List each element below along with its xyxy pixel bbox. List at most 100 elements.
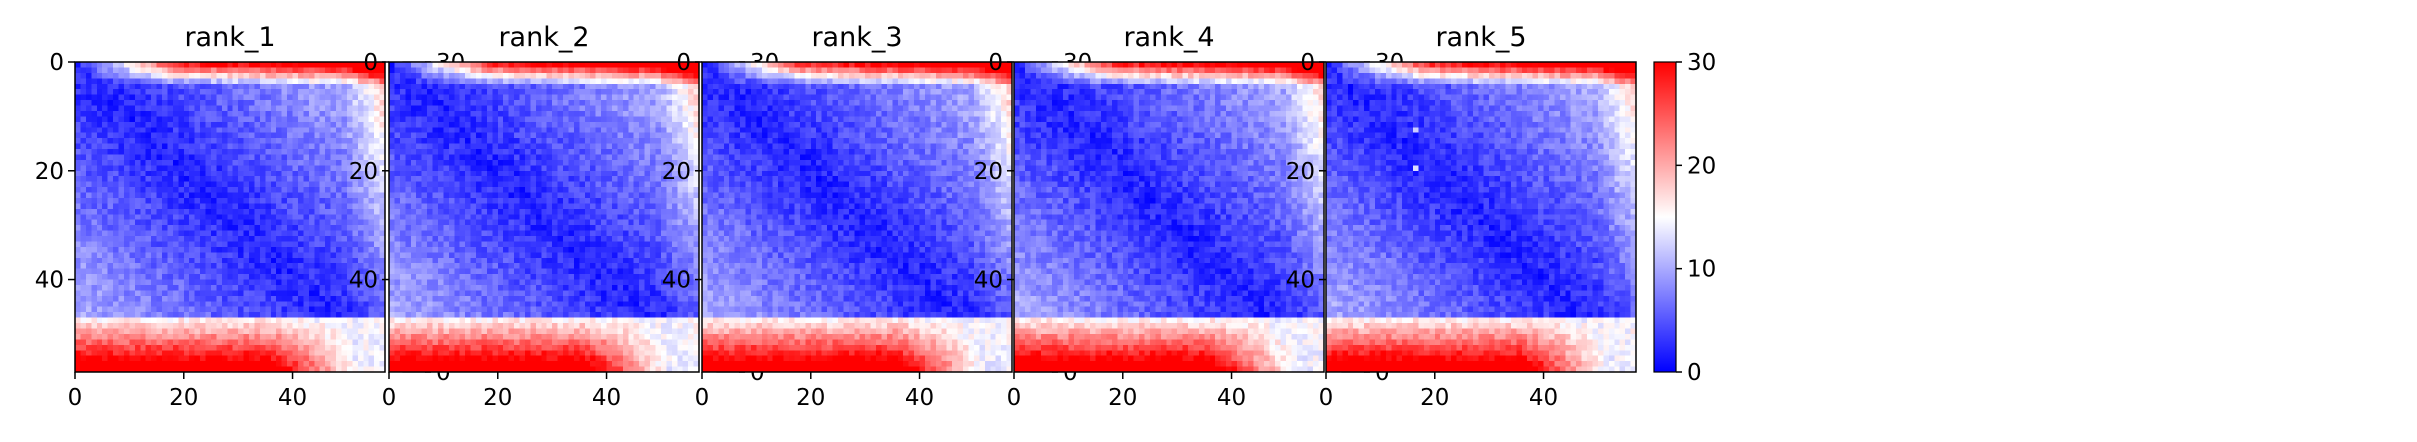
heatmap-cell: [244, 127, 250, 133]
heatmap-cell: [211, 176, 217, 182]
heatmap-cell: [113, 339, 119, 345]
heatmap-cell: [405, 214, 411, 220]
heatmap-cell: [195, 231, 201, 237]
heatmap-cell: [352, 318, 358, 324]
heatmap-cell: [151, 339, 157, 345]
heatmap-cell: [590, 144, 596, 150]
heatmap-cell: [336, 78, 342, 84]
heatmap-cell: [91, 252, 97, 258]
heatmap-cell: [325, 116, 331, 122]
heatmap-cell: [135, 122, 141, 128]
heatmap-cell: [151, 296, 157, 302]
heatmap-cell: [394, 95, 400, 101]
heatmap-cell: [200, 95, 206, 101]
heatmap-cell: [178, 225, 184, 231]
heatmap-cell: [80, 198, 86, 204]
heatmap-cell: [363, 323, 369, 329]
heatmap-cell: [585, 198, 591, 204]
heatmap-cell: [460, 100, 466, 106]
heatmap-cell: [503, 154, 509, 160]
heatmap-cell: [476, 67, 482, 73]
heatmap-cell: [369, 209, 375, 215]
heatmap-cell: [617, 122, 623, 128]
heatmap-cell: [498, 122, 504, 128]
heatmap-cell: [607, 187, 613, 193]
heatmap-cell: [443, 133, 449, 139]
heatmap-cell: [331, 323, 337, 329]
heatmap-cell: [369, 220, 375, 226]
heatmap-cell: [75, 301, 81, 307]
heatmap-cell: [238, 62, 244, 68]
heatmap-cell: [568, 106, 574, 112]
heatmap-cell: [113, 171, 119, 177]
heatmap-cell: [211, 78, 217, 84]
heatmap-cell: [530, 138, 536, 144]
heatmap-cell: [336, 241, 342, 247]
heatmap-cell: [227, 144, 233, 150]
heatmap-cell: [672, 127, 678, 133]
heatmap-cell: [271, 334, 277, 340]
heatmap-cell: [325, 176, 331, 182]
heatmap-cell: [287, 187, 293, 193]
heatmap-cell: [178, 236, 184, 242]
heatmap-cell: [97, 106, 103, 112]
heatmap-cell: [173, 209, 179, 215]
heatmap-cell: [481, 106, 487, 112]
heatmap-cell: [146, 154, 152, 160]
heatmap-cell: [151, 106, 157, 112]
heatmap-cell: [140, 171, 146, 177]
heatmap-cell: [574, 160, 580, 166]
heatmap-cell: [405, 220, 411, 226]
heatmap-cell: [222, 165, 228, 171]
heatmap-cell: [325, 263, 331, 269]
heatmap-cell: [341, 165, 347, 171]
heatmap-cell: [167, 220, 173, 226]
heatmap-cell: [352, 122, 358, 128]
heatmap-cell: [260, 209, 266, 215]
heatmap-cell: [91, 258, 97, 264]
heatmap-cell: [374, 312, 380, 318]
heatmap-cell: [238, 84, 244, 90]
heatmap-cell: [389, 149, 395, 155]
heatmap-cell: [655, 84, 661, 90]
heatmap-cell: [416, 209, 422, 215]
heatmap-cell: [558, 62, 564, 68]
heatmap-cell: [244, 236, 250, 242]
heatmap-cell: [102, 154, 108, 160]
heatmap-cell: [623, 100, 629, 106]
heatmap-cell: [433, 144, 439, 150]
heatmap-cell: [650, 198, 656, 204]
heatmap-cell: [389, 220, 395, 226]
heatmap-cell: [325, 149, 331, 155]
heatmap-cell: [276, 263, 282, 269]
heatmap-cell: [282, 356, 288, 362]
heatmap-cell: [530, 149, 536, 155]
heatmap-cell: [563, 133, 569, 139]
heatmap-cell: [260, 100, 266, 106]
heatmap-cell: [282, 323, 288, 329]
heatmap-cell: [303, 236, 309, 242]
heatmap-cell: [260, 269, 266, 275]
heatmap-cell: [411, 73, 417, 79]
heatmap-cell: [135, 73, 141, 79]
heatmap-cell: [666, 127, 672, 133]
heatmap-cell: [590, 160, 596, 166]
heatmap-cell: [195, 165, 201, 171]
heatmap-cell: [119, 73, 125, 79]
heatmap-cell: [140, 160, 146, 166]
heatmap-cell: [520, 154, 526, 160]
heatmap-cell: [146, 133, 152, 139]
heatmap-cell: [222, 198, 228, 204]
heatmap-cell: [102, 62, 108, 68]
heatmap-cell: [195, 116, 201, 122]
heatmap-cell: [645, 165, 651, 171]
heatmap-cell: [287, 290, 293, 296]
heatmap-cell: [443, 220, 449, 226]
heatmap-cell: [688, 214, 694, 220]
heatmap-cell: [238, 133, 244, 139]
heatmap-cell: [271, 198, 277, 204]
heatmap-cell: [238, 339, 244, 345]
heatmap-cell: [547, 165, 553, 171]
heatmap-cell: [265, 350, 271, 356]
heatmap-cell: [331, 318, 337, 324]
